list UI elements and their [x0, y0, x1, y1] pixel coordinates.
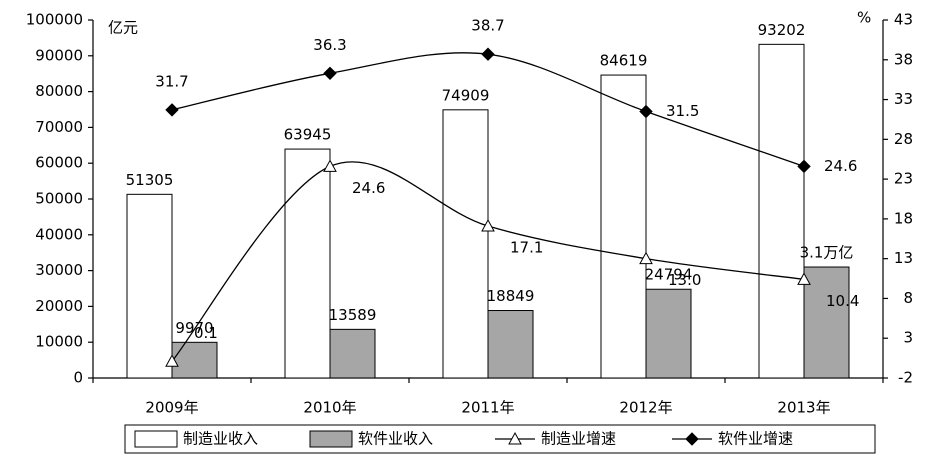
y2-tick-label: 33 — [894, 90, 913, 108]
bar — [171, 341, 218, 379]
legend-marker — [508, 431, 522, 445]
line-value-label: 10.4 — [826, 292, 859, 310]
point — [797, 272, 811, 285]
y-tick-label: 10000 — [35, 333, 83, 351]
y-tick-label: 30000 — [35, 261, 83, 279]
line-value-label: 31.7 — [155, 72, 188, 90]
legend-marker — [685, 432, 699, 446]
line-value-label: 24.6 — [352, 179, 385, 197]
line — [171, 161, 805, 362]
y2-tick-label: 28 — [894, 130, 913, 148]
y2-tick-label: 18 — [894, 209, 913, 227]
y-tick-label: 80000 — [35, 82, 83, 100]
y2-tick-label: 38 — [894, 50, 913, 68]
y2-axis-label: % — [857, 9, 871, 27]
y-tick-label: 0 — [73, 369, 83, 387]
line-value-label: 0.1 — [194, 324, 218, 342]
line-value-label: 17.1 — [510, 239, 543, 257]
y-tick-label: 100000 — [26, 11, 83, 29]
legend-label: 软件业收入 — [358, 430, 433, 448]
point — [481, 219, 495, 232]
bar — [600, 74, 647, 379]
bar-value-label: 13589 — [329, 306, 377, 324]
bar — [126, 193, 173, 379]
point — [639, 104, 653, 119]
point — [481, 47, 495, 61]
bar-value-label: 24794 — [645, 266, 693, 284]
legend-swatch — [309, 430, 353, 448]
line-value-label: 24.6 — [824, 157, 857, 175]
bar-value-label: 51305 — [126, 171, 174, 189]
x-tick-label: 2009年 — [145, 399, 198, 417]
y-tick-label: 70000 — [35, 118, 83, 136]
y2-tick-label: -2 — [898, 369, 913, 387]
bar-value-label: 93202 — [758, 21, 806, 39]
bar — [442, 109, 489, 379]
point — [165, 354, 179, 367]
legend-box — [124, 424, 876, 454]
y-tick-label: 60000 — [35, 154, 83, 172]
line-value-label: 31.5 — [666, 102, 699, 120]
bar-value-label: 3.1万亿 — [800, 244, 854, 262]
bar-value-label: 84619 — [600, 52, 648, 70]
bar — [284, 148, 331, 379]
bar — [803, 266, 850, 379]
legend-label: 制造业收入 — [183, 430, 258, 448]
y-tick-label: 50000 — [35, 190, 83, 208]
point — [323, 159, 337, 172]
bar-value-label: 74909 — [442, 86, 490, 104]
x-tick-label: 2010年 — [303, 399, 356, 417]
bar — [758, 43, 805, 379]
bar — [329, 328, 376, 379]
line-value-label: 13.0 — [668, 271, 701, 289]
y2-tick-label: 8 — [903, 289, 913, 307]
y-tick-label: 90000 — [35, 46, 83, 64]
point — [639, 251, 653, 265]
y2-tick-label: 43 — [894, 11, 913, 29]
legend-label: 制造业增速 — [541, 430, 616, 448]
bar-value-label: 9970 — [175, 319, 213, 337]
y2-tick-label: 13 — [894, 249, 913, 267]
line-value-label: 36.3 — [313, 36, 346, 54]
point — [797, 159, 811, 174]
bar — [645, 288, 692, 379]
legend-swatch — [134, 430, 178, 448]
x-tick-label: 2012年 — [619, 399, 672, 417]
line-value-label: 38.7 — [471, 17, 504, 35]
legend-label: 软件业增速 — [718, 430, 793, 448]
y2-tick-label: 23 — [894, 170, 913, 188]
x-tick-label: 2013年 — [777, 399, 830, 417]
point — [165, 103, 179, 117]
y2-tick-label: 3 — [903, 329, 913, 347]
bar-value-label: 18849 — [487, 287, 535, 305]
x-tick-label: 2011年 — [461, 399, 514, 417]
y-tick-label: 20000 — [35, 297, 83, 315]
y-axis-label: 亿元 — [108, 19, 138, 37]
bar — [487, 310, 534, 379]
bar-value-label: 63945 — [284, 126, 332, 144]
y-tick-label: 40000 — [35, 225, 83, 243]
point — [323, 66, 337, 81]
